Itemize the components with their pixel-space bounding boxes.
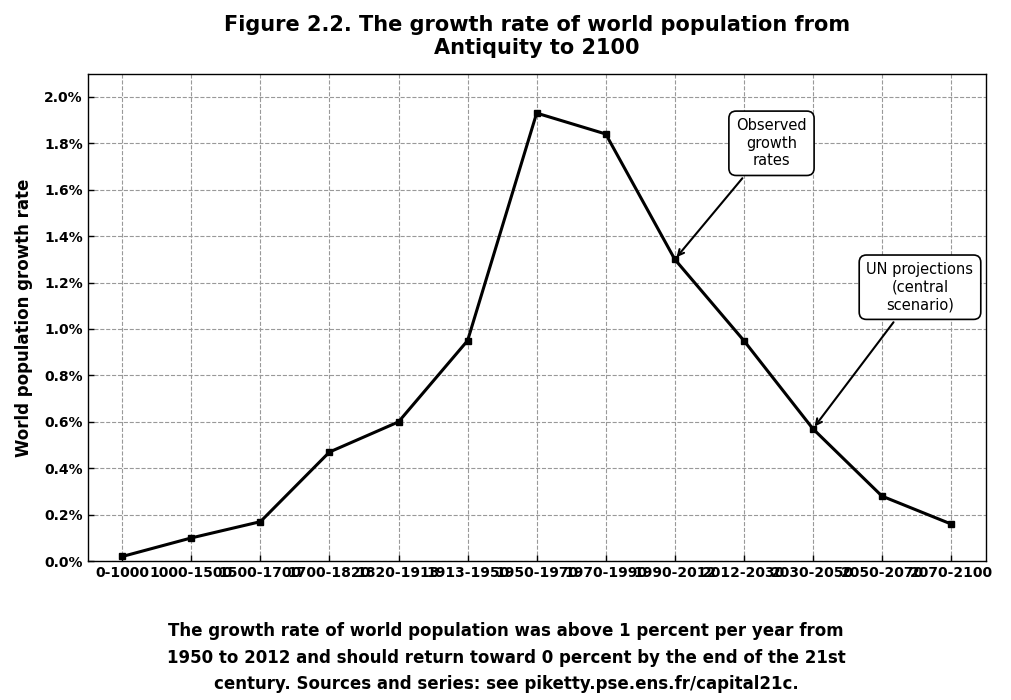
Title: Figure 2.2. The growth rate of world population from
Antiquity to 2100: Figure 2.2. The growth rate of world pop… bbox=[223, 15, 849, 58]
Text: The growth rate of world population was above 1 percent per year from
1950 to 20: The growth rate of world population was … bbox=[167, 622, 844, 693]
Text: Observed
growth
rates: Observed growth rates bbox=[677, 118, 806, 256]
Y-axis label: World population growth rate: World population growth rate bbox=[15, 178, 33, 456]
Text: UN projections
(central
scenario): UN projections (central scenario) bbox=[815, 262, 973, 425]
